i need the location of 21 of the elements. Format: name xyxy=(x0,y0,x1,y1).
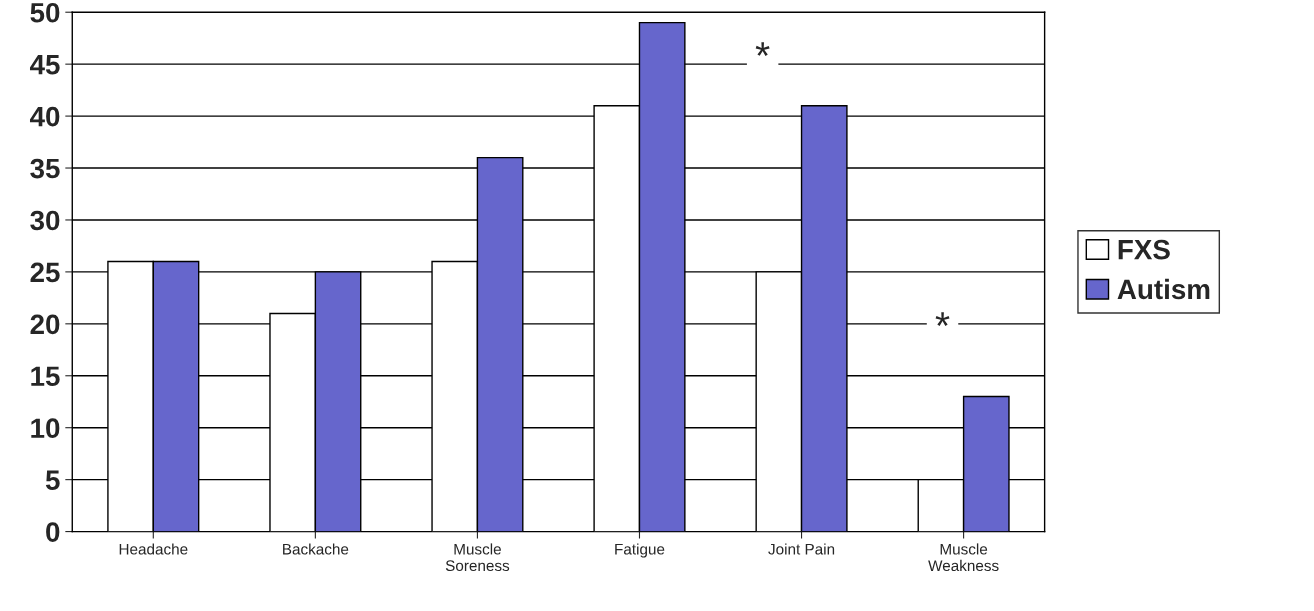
x-tick-label: Muscle Soreness xyxy=(445,543,510,572)
x-tick-label: Backache xyxy=(283,543,349,555)
annotation: * xyxy=(755,42,770,56)
y-tick-label: 5 xyxy=(45,470,60,490)
x-tick-label: Muscle Weakness xyxy=(928,543,999,572)
x-tick-label: Fatigue xyxy=(615,543,665,558)
y-tick-label: 20 xyxy=(30,314,60,335)
y-tick-label: 45 xyxy=(29,55,60,75)
y-tick-label: 40 xyxy=(29,106,60,127)
x-tick-label: Headache xyxy=(119,543,188,555)
y-tick-label: 15 xyxy=(31,366,60,387)
annotation: * xyxy=(935,312,950,326)
legend-label: FXS xyxy=(1118,239,1170,260)
y-tick-label: 10 xyxy=(31,418,60,439)
y-tick-label: 0 xyxy=(46,522,60,542)
y-tick-label: 35 xyxy=(30,158,60,179)
y-tick-label: 50 xyxy=(30,2,60,23)
y-tick-label: 30 xyxy=(30,210,60,231)
legend-label: Autism xyxy=(1117,278,1210,300)
x-tick-label: Joint Pain xyxy=(768,543,835,555)
y-tick-label: 25 xyxy=(30,262,60,283)
